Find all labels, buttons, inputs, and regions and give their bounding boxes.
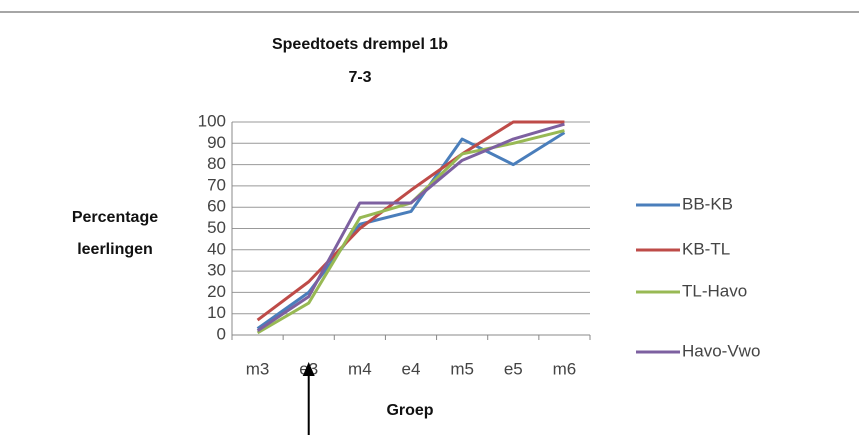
y-tick-label: 40 <box>207 239 226 258</box>
y-tick-label: 60 <box>207 197 226 216</box>
x-tick-label: m3 <box>246 359 270 378</box>
x-tick-label: m6 <box>553 359 577 378</box>
legend-label: TL-Havo <box>682 281 747 300</box>
y-tick-label: 20 <box>207 282 226 301</box>
x-tick-label: m5 <box>450 359 474 378</box>
chart-title: Speedtoets drempel 1b <box>272 36 448 53</box>
legend-label: KB-TL <box>682 239 730 258</box>
y-axis-label: Percentage leerlingen <box>71 209 159 258</box>
y-tick-label: 10 <box>207 303 226 322</box>
legend-label: Havo-Vwo <box>682 341 760 360</box>
series-line <box>256 122 565 332</box>
y-tick-label: 50 <box>207 218 226 237</box>
x-tick-label: m4 <box>348 359 372 378</box>
y-tick-label: 80 <box>207 154 226 173</box>
x-tick-label: e4 <box>402 359 421 378</box>
y-tick-label: 0 <box>217 324 226 343</box>
y-tick-label: 100 <box>198 111 226 130</box>
series-line <box>256 131 566 330</box>
chart-subtitle: 7-3 <box>348 69 371 86</box>
x-axis-label: Groep <box>386 402 433 419</box>
series-line <box>256 120 565 322</box>
legend-label: BB-KB <box>682 194 733 213</box>
arrow-head <box>302 362 315 376</box>
x-tick-label: e5 <box>504 359 523 378</box>
y-tick-label: 30 <box>207 261 226 280</box>
y-tick-label: 70 <box>207 175 226 194</box>
y-tick-label: 90 <box>207 133 226 152</box>
